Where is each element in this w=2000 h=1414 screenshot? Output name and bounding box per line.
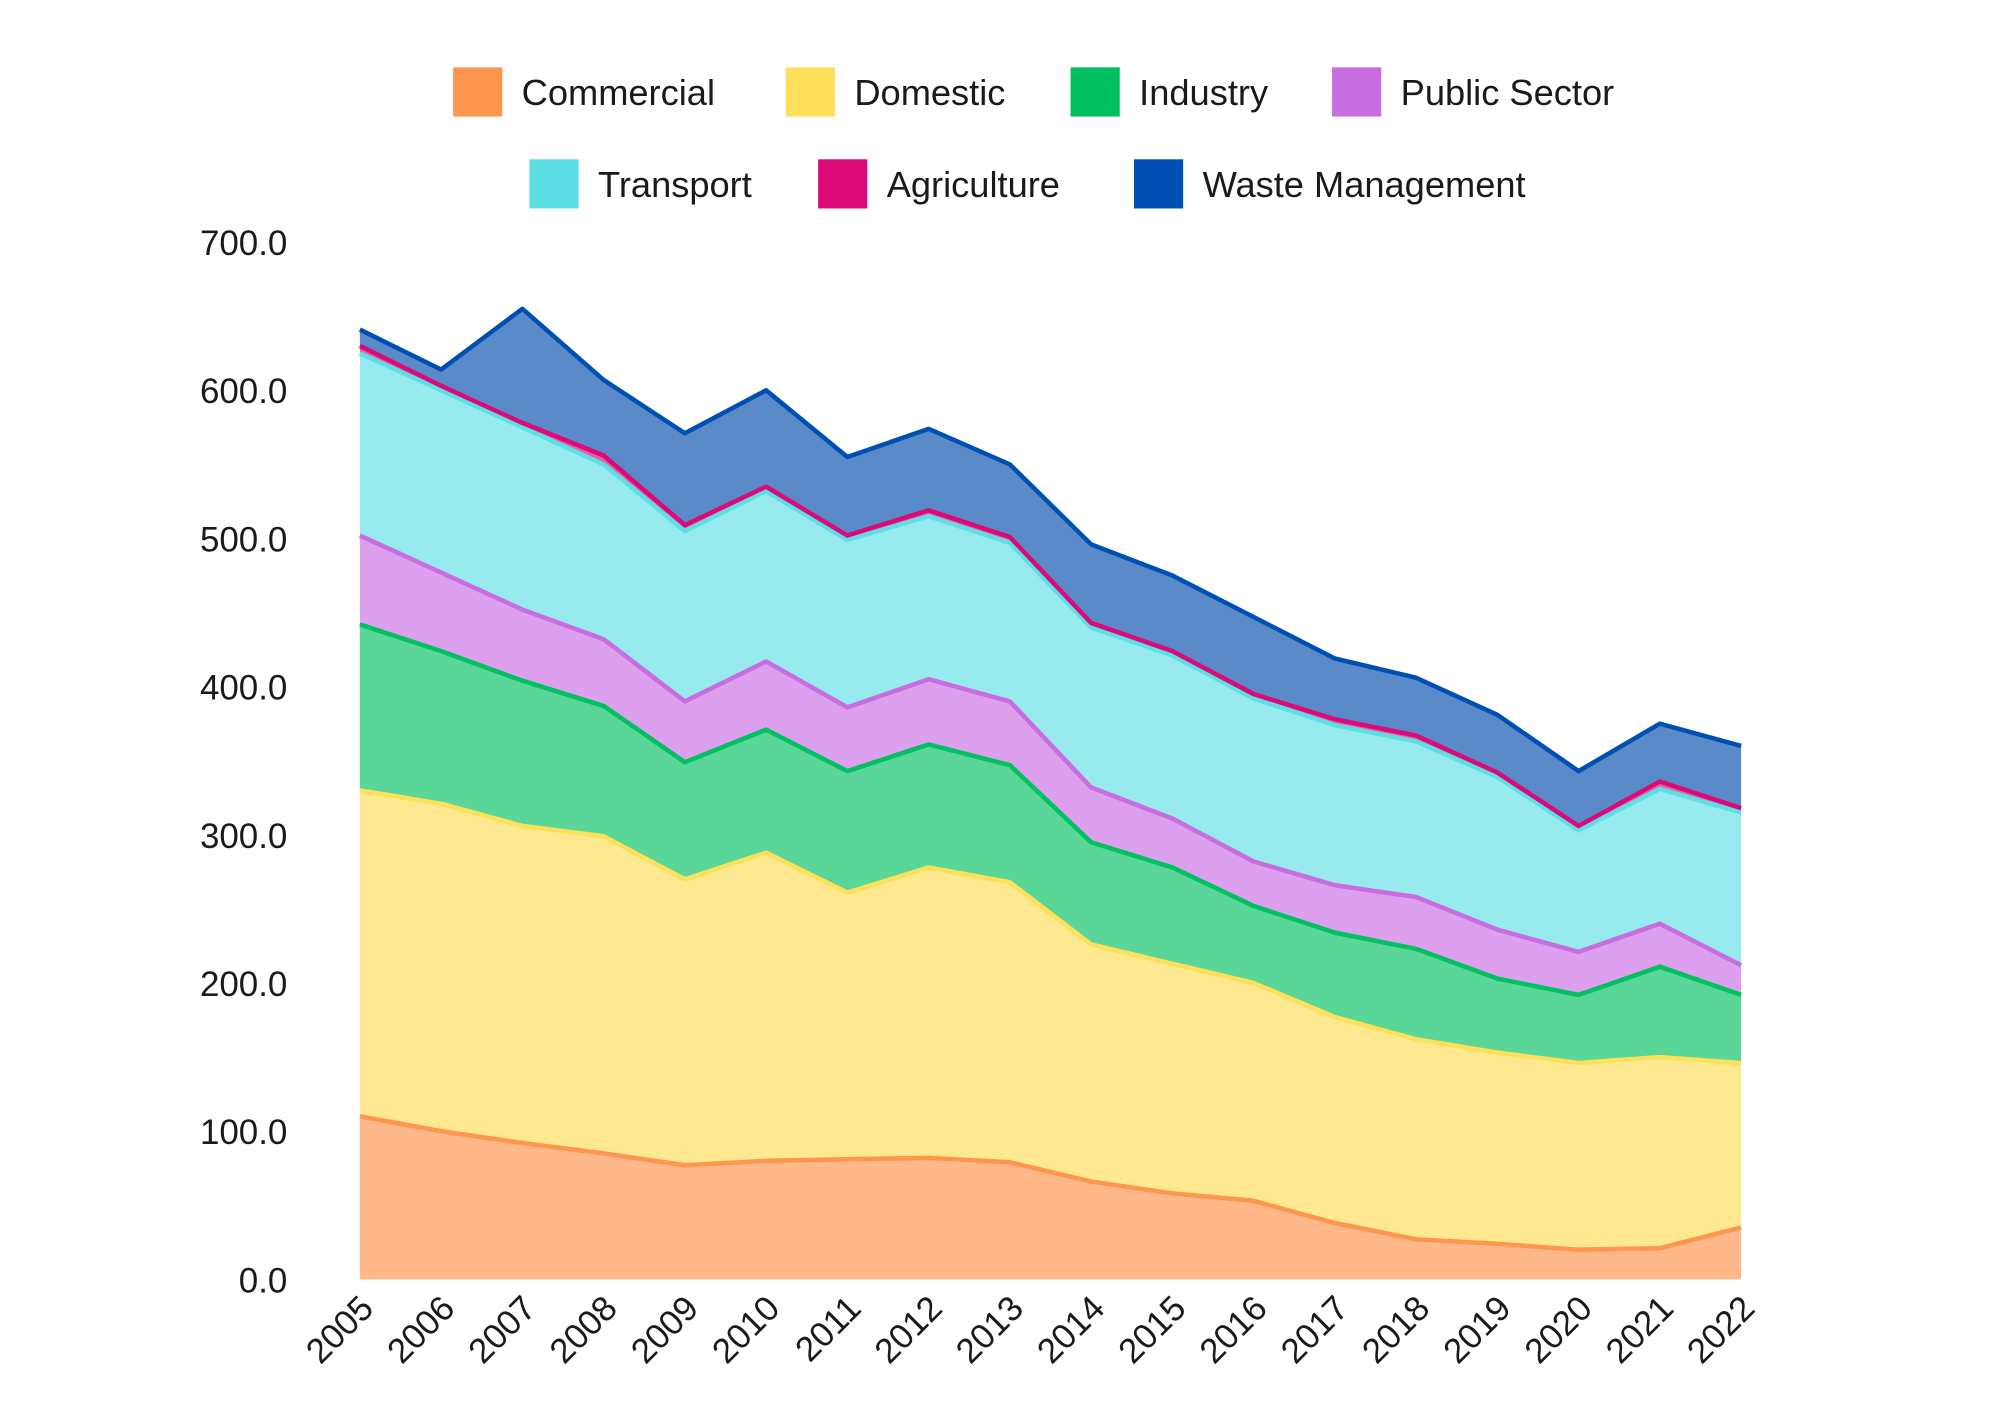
legend-swatch [1070, 67, 1120, 117]
legend-label: Public Sector [1401, 72, 1615, 113]
x-tick-label: 2008 [542, 1288, 625, 1371]
legend-item[interactable]: Commercial [453, 67, 715, 117]
line-transport [358, 351, 1742, 833]
legend-label: Domestic [854, 72, 1005, 113]
x-tick-label: 2006 [380, 1288, 463, 1371]
line-domestic [359, 788, 1742, 1066]
line-commercial [359, 1114, 1742, 1252]
line-industry [359, 622, 1742, 998]
area-transport [359, 353, 1742, 966]
legend-item[interactable]: Agriculture [818, 159, 1060, 209]
x-tick-label: 2012 [867, 1288, 950, 1371]
x-tick-label: 2005 [299, 1288, 382, 1371]
y-tick-label: 300.0 [200, 817, 287, 856]
area-waste-management [359, 308, 1742, 826]
legend-label: Waste Management [1203, 164, 1526, 205]
x-tick-label: 2009 [624, 1288, 707, 1371]
area-public-sector [359, 535, 1742, 995]
legend-label: Agriculture [887, 164, 1060, 205]
line-agriculture [358, 343, 1742, 829]
area-commercial [359, 1116, 1742, 1280]
legend-item[interactable]: Transport [529, 159, 752, 209]
y-tick-label: 600.0 [200, 372, 287, 411]
legend-swatch [818, 159, 868, 209]
legend: Commercial Domestic Industry Public Sector T… [453, 67, 1615, 209]
y-tick-label: 200.0 [200, 965, 287, 1004]
legend-item[interactable]: Industry [1070, 67, 1269, 117]
x-tick-label: 2013 [949, 1288, 1032, 1371]
x-tick-label: 2016 [1192, 1288, 1275, 1371]
x-tick-label: 2014 [1030, 1288, 1113, 1371]
x-tick-label: 2018 [1355, 1288, 1438, 1371]
legend-swatch [1332, 67, 1382, 117]
legend-swatch [529, 159, 579, 209]
y-tick-label: 100.0 [200, 1113, 287, 1152]
x-tick-label: 2010 [705, 1288, 788, 1371]
y-tick-label: 0.0 [239, 1261, 288, 1300]
line-waste-management [358, 306, 1742, 774]
y-tick-label: 500.0 [200, 520, 287, 559]
line-public-sector [358, 533, 1743, 968]
legend-item[interactable]: Waste Management [1133, 159, 1526, 209]
legend-swatch [1133, 159, 1184, 209]
x-tick-label: 2021 [1599, 1288, 1682, 1371]
x-tick-label: 2020 [1517, 1288, 1600, 1371]
legend-label: Transport [598, 164, 752, 205]
legend-item[interactable]: Public Sector [1332, 67, 1615, 117]
legend-label: Commercial [522, 72, 715, 113]
y-tick-label: 700.0 [200, 224, 287, 263]
y-axis-ticks: 0.0 100.0 200.0 300.0 400.0 500.0 600.0 700.0 [200, 224, 287, 1300]
x-tick-label: 2022 [1680, 1288, 1763, 1371]
legend-swatch [785, 67, 835, 117]
y-tick-label: 400.0 [200, 669, 287, 708]
area-industry [359, 624, 1742, 1064]
x-tick-label: 2015 [1111, 1288, 1194, 1371]
legend-label: Industry [1139, 72, 1269, 113]
x-tick-label: 2011 [788, 1288, 869, 1369]
legend-item[interactable]: Domestic [785, 67, 1006, 117]
x-tick-label: 2007 [461, 1288, 544, 1371]
x-tick-label: 2017 [1274, 1288, 1357, 1371]
area-domestic [359, 790, 1742, 1250]
x-tick-label: 2019 [1436, 1288, 1519, 1371]
areas [358, 306, 1743, 1280]
legend-swatch [453, 67, 503, 117]
